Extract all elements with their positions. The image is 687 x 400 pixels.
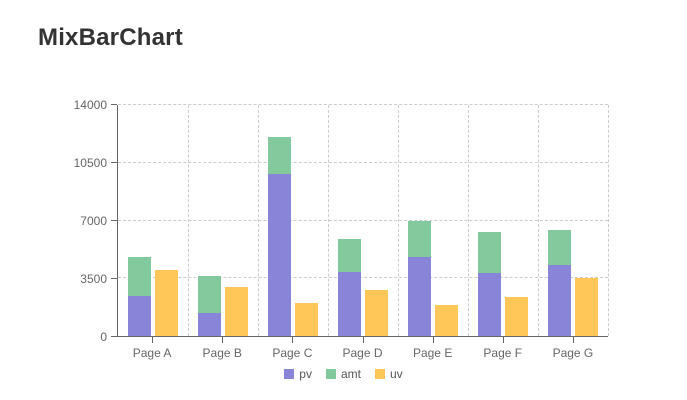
legend: pv amt uv: [0, 367, 687, 381]
legend-item-pv: pv: [284, 367, 312, 381]
y-tick-label: 3500: [80, 272, 107, 286]
bar-pv-page-a[interactable]: [128, 296, 151, 336]
y-tick-mark: [111, 336, 117, 337]
bar-group-page-f: [468, 105, 538, 336]
bar-amt-page-d[interactable]: [338, 238, 361, 272]
bar-group-page-b: [188, 105, 258, 336]
gridline-v: [538, 105, 539, 336]
x-tick-mark: [572, 337, 574, 343]
legend-label-uv: uv: [390, 367, 403, 381]
x-tick-label-page-a: Page A: [132, 346, 172, 360]
bar-amt-page-a[interactable]: [128, 256, 151, 297]
bar-uv-page-b[interactable]: [225, 286, 248, 336]
bar-pv-page-b[interactable]: [198, 312, 221, 336]
bar-group-page-g: [538, 105, 608, 336]
y-tick-mark: [111, 278, 117, 279]
bar-uv-page-e[interactable]: [435, 304, 458, 336]
gridline-h: [118, 161, 608, 163]
x-tick-label-page-g: Page G: [552, 346, 594, 360]
bar-pv-page-d[interactable]: [338, 271, 361, 336]
bar-amt-page-f[interactable]: [478, 232, 501, 274]
bar-amt-page-e[interactable]: [408, 220, 431, 257]
bar-stack-page-d: [338, 238, 361, 336]
x-tick-label-page-c: Page C: [272, 346, 313, 360]
legend-label-pv: pv: [299, 367, 312, 381]
x-tick-label-page-e: Page E: [412, 346, 453, 360]
bar-amt-page-b[interactable]: [198, 276, 221, 313]
legend-swatch-amt: [325, 369, 336, 379]
bar-uv-page-f[interactable]: [505, 296, 528, 336]
legend-item-uv: uv: [375, 367, 403, 381]
legend-swatch-pv: [284, 369, 295, 379]
bar-group-page-d: [328, 105, 398, 336]
gridline-v: [328, 105, 329, 336]
gridline-v: [188, 105, 189, 336]
y-tick-label: 10500: [73, 156, 107, 170]
y-tick-mark: [111, 220, 117, 221]
bar-stack-page-e: [408, 220, 431, 336]
bar-uv-page-a[interactable]: [155, 270, 178, 336]
gridline-h: [118, 219, 608, 221]
chart: 0 3500 7000 10500 14000 Page A Page B Page C Pag…: [74, 99, 609, 359]
x-tick-mark: [432, 337, 434, 343]
bar-uv-page-c[interactable]: [295, 303, 318, 336]
x-tick-mark: [292, 337, 294, 343]
bar-amt-page-g[interactable]: [548, 230, 571, 266]
gridline-h: [118, 104, 608, 105]
legend-label-amt: amt: [340, 367, 361, 381]
bar-stack-page-f: [478, 232, 501, 336]
x-tick-mark: [222, 337, 224, 343]
bar-uv-page-g[interactable]: [575, 278, 598, 336]
x-tick-label-page-f: Page F: [483, 346, 523, 360]
bar-group-page-c: [258, 105, 328, 336]
y-tick-mark: [111, 104, 117, 105]
bar-stack-page-g: [548, 230, 571, 336]
bar-pv-page-e[interactable]: [408, 256, 431, 336]
legend-item-amt: amt: [325, 367, 361, 381]
page-title: MixBarChart: [38, 24, 183, 51]
bar-pv-page-f[interactable]: [478, 273, 501, 336]
gridline-v: [608, 105, 609, 336]
gridline-v: [258, 105, 259, 336]
y-tick-mark: [111, 162, 117, 163]
x-tick-mark: [502, 337, 504, 343]
legend-swatch-uv: [375, 369, 385, 379]
bar-group-page-e: [398, 105, 468, 336]
plot-area: [117, 104, 609, 337]
bar-pv-page-c[interactable]: [268, 174, 291, 336]
bar-amt-page-c[interactable]: [268, 136, 291, 175]
bar-uv-page-d[interactable]: [365, 290, 388, 336]
gridline-v: [398, 105, 399, 336]
x-tick-mark: [152, 337, 154, 343]
y-tick-label: 14000: [73, 98, 107, 112]
bar-group-page-a: [118, 105, 188, 336]
bar-stack-page-c: [268, 136, 291, 336]
gridline-h: [118, 277, 608, 279]
x-tick-label-page-b: Page B: [202, 346, 242, 360]
y-tick-label: 7000: [80, 214, 107, 228]
bar-stack-page-b: [198, 276, 221, 336]
y-tick-label: 0: [100, 330, 107, 344]
x-tick-mark: [362, 337, 364, 343]
bar-pv-page-g[interactable]: [548, 265, 571, 336]
gridline-v: [468, 105, 469, 336]
x-tick-label-page-d: Page D: [342, 346, 383, 360]
bar-stack-page-a: [128, 256, 151, 336]
